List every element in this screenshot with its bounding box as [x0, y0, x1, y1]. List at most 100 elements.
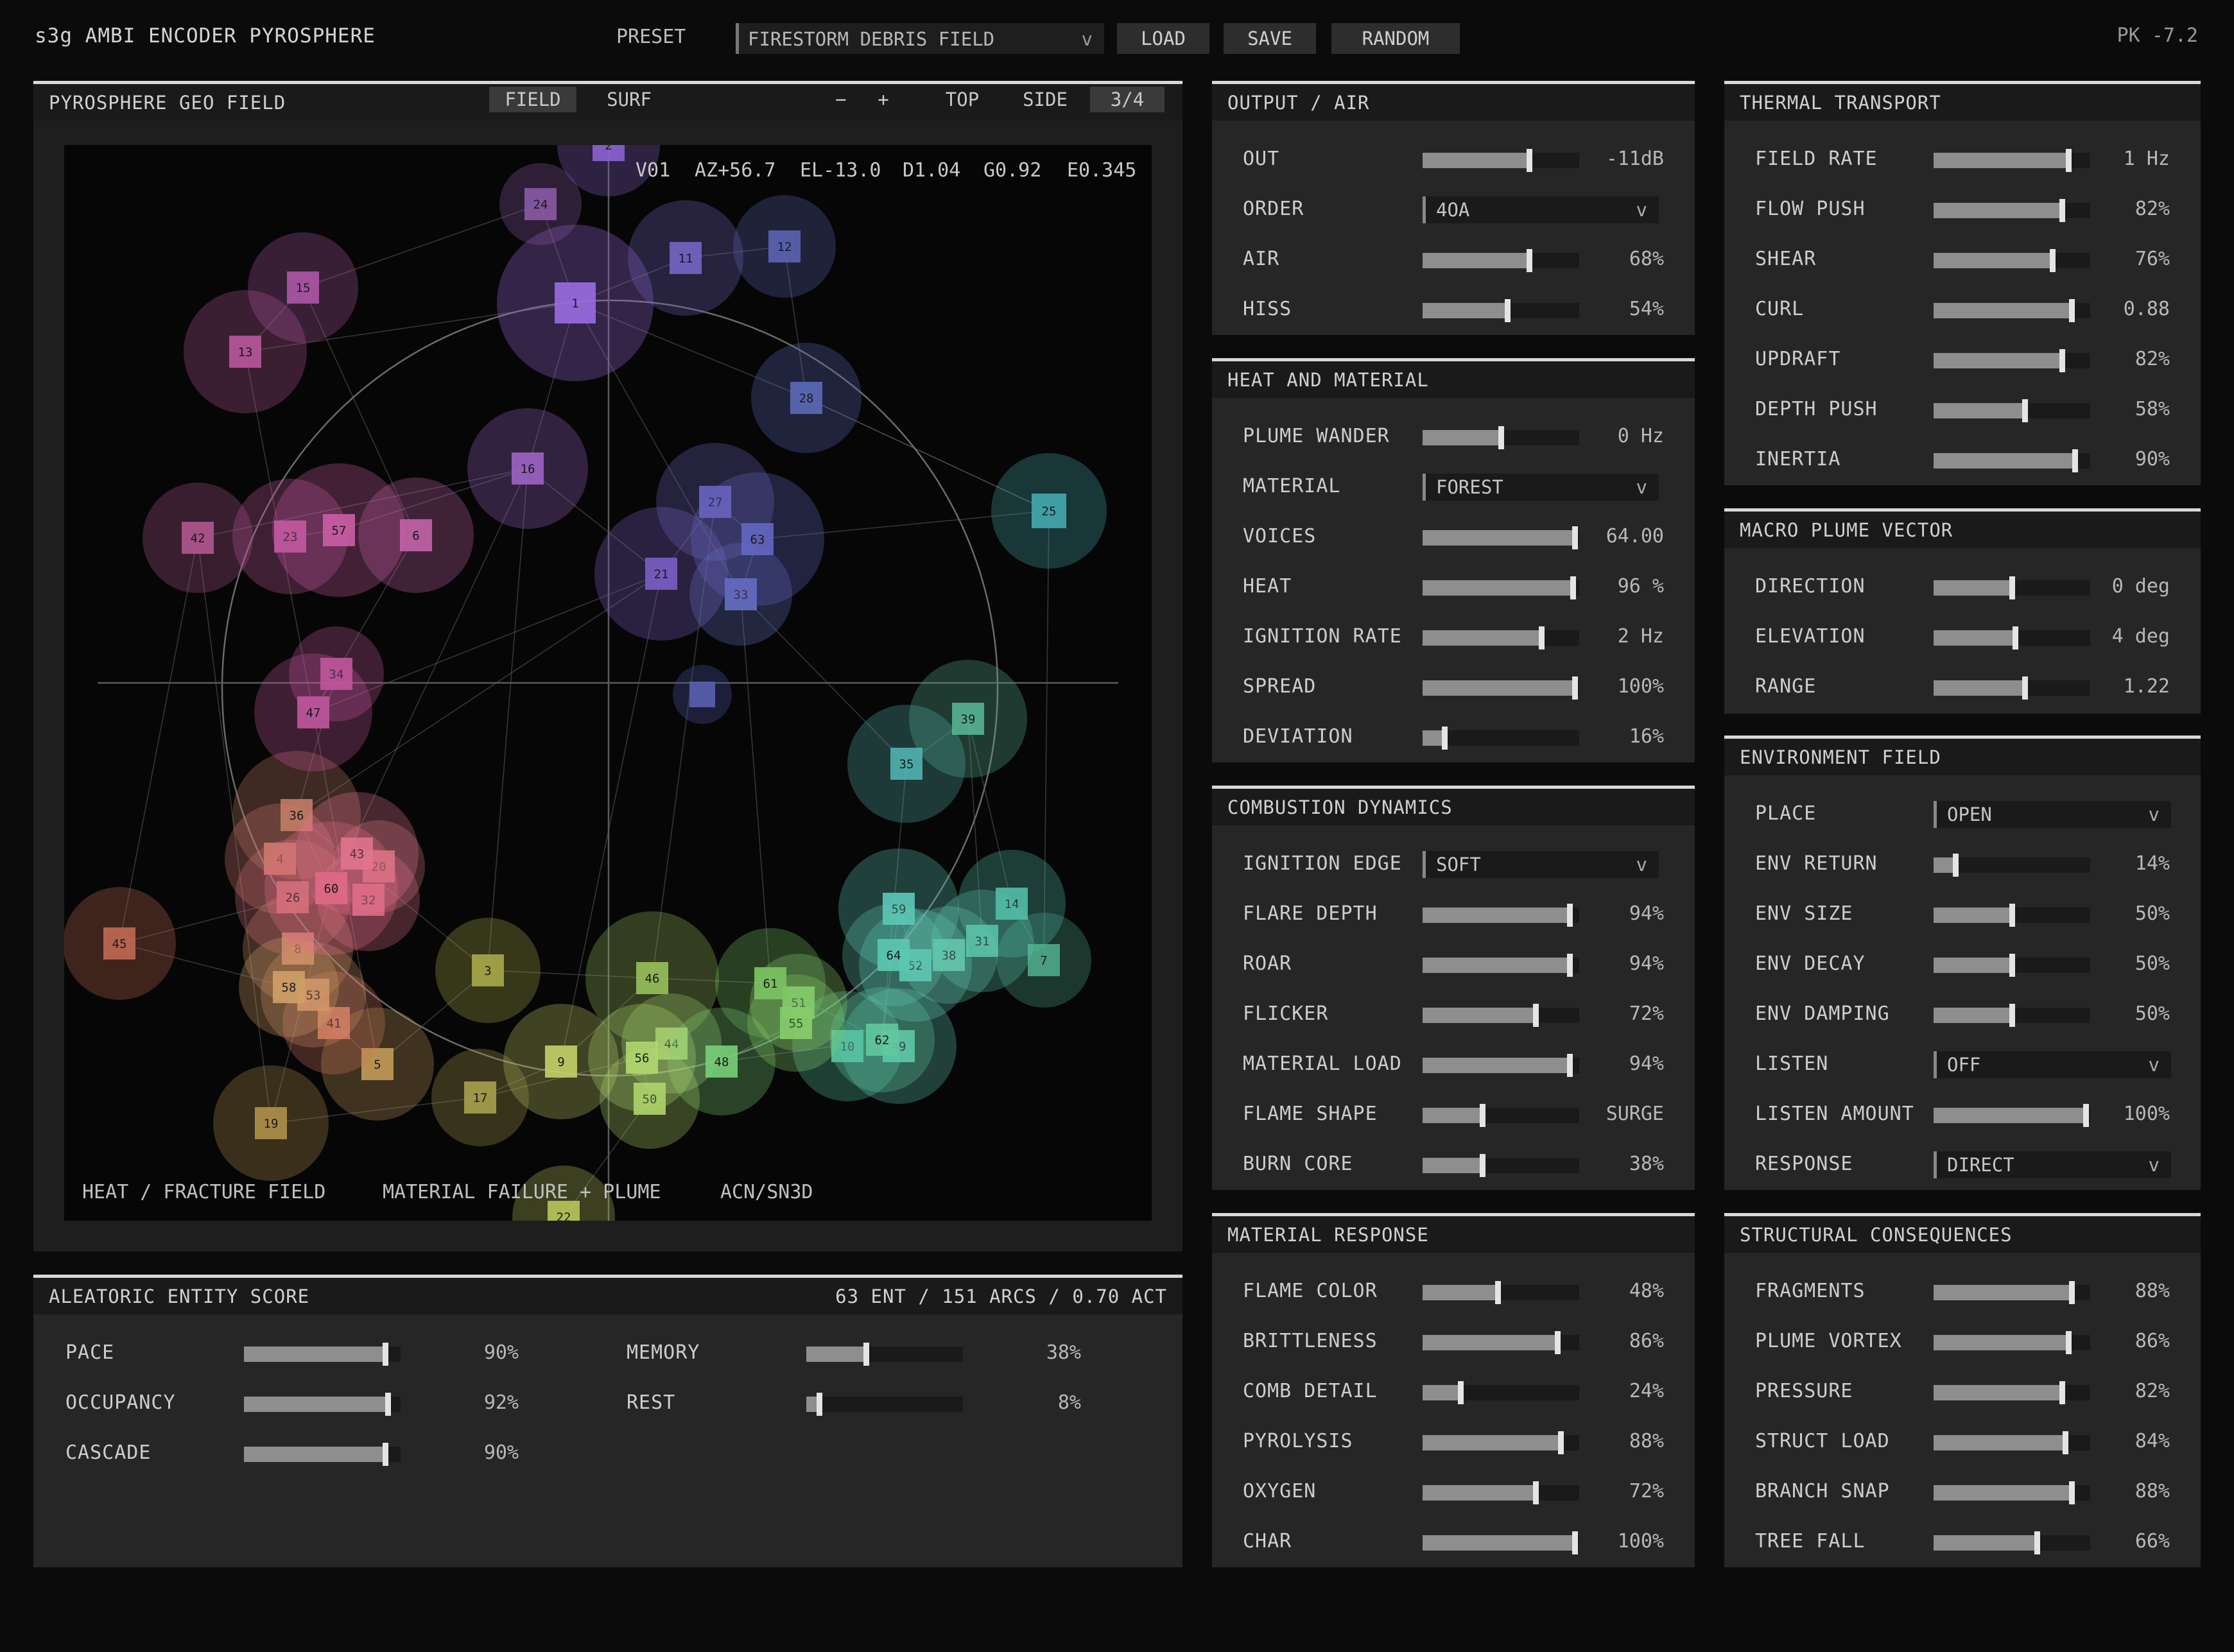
tree-fall-slider[interactable]	[1934, 1531, 2090, 1554]
slider-handle[interactable]	[1526, 249, 1532, 272]
ignition-rate-slider[interactable]	[1423, 626, 1579, 650]
env-damping-slider[interactable]	[1934, 1004, 2090, 1027]
entity-marker[interactable]	[890, 748, 922, 780]
view-side-button[interactable]: SIDE	[1023, 89, 1068, 110]
entity-marker[interactable]	[626, 1042, 658, 1074]
zoom-out-button[interactable]: −	[835, 89, 847, 110]
entity-marker[interactable]	[545, 1045, 577, 1078]
memory-slider[interactable]	[806, 1343, 963, 1366]
entity-64[interactable]: 64	[842, 904, 945, 1006]
inertia-slider[interactable]	[1934, 449, 2090, 472]
mode-surf-button[interactable]: SURF	[607, 89, 652, 110]
slider-handle[interactable]	[1572, 526, 1578, 549]
slider-handle[interactable]	[1495, 1281, 1502, 1304]
spread-slider[interactable]	[1423, 676, 1579, 700]
flicker-slider[interactable]	[1423, 1004, 1579, 1027]
slider-handle[interactable]	[1442, 727, 1448, 750]
entity-17[interactable]: 17	[431, 1049, 529, 1146]
entity-39[interactable]: 39	[909, 660, 1027, 778]
entity-marker[interactable]	[282, 933, 314, 965]
out-slider[interactable]	[1423, 149, 1579, 172]
slider-handle[interactable]	[1504, 299, 1511, 322]
entity-12[interactable]: 12	[733, 195, 836, 298]
entity-marker[interactable]	[741, 523, 774, 555]
fragments-slider[interactable]	[1934, 1281, 2090, 1304]
entity-marker[interactable]	[878, 939, 910, 971]
entity-marker[interactable]	[273, 971, 305, 1003]
entity-marker[interactable]	[634, 1083, 666, 1115]
slider-handle[interactable]	[1572, 1531, 1578, 1554]
slider-handle[interactable]	[2065, 1331, 2072, 1354]
zoom-in-button[interactable]: +	[878, 89, 889, 110]
slider-handle[interactable]	[2009, 1004, 2015, 1027]
entity-marker[interactable]	[996, 888, 1028, 920]
slider-handle[interactable]	[1532, 1481, 1539, 1504]
entity-marker[interactable]	[966, 925, 998, 957]
mode-field-button[interactable]: FIELD	[489, 87, 576, 112]
entity-marker[interactable]	[699, 486, 731, 518]
entity-marker[interactable]	[297, 696, 329, 728]
slider-handle[interactable]	[1572, 676, 1578, 700]
slider-handle[interactable]	[385, 1393, 392, 1416]
entity-9[interactable]: 9	[503, 1004, 619, 1119]
slider-handle[interactable]	[1479, 1104, 1485, 1127]
slider-handle[interactable]	[1532, 1004, 1539, 1027]
slider-handle[interactable]	[1526, 149, 1532, 172]
entity-58[interactable]: 58	[239, 937, 339, 1037]
entity-26[interactable]: 26	[235, 839, 351, 955]
focus-marker[interactable]	[673, 665, 732, 724]
slider-handle[interactable]	[2022, 399, 2028, 422]
elevation-slider[interactable]	[1934, 626, 2090, 650]
entity-47[interactable]: 47	[254, 653, 372, 771]
struct-load-slider[interactable]	[1934, 1431, 2090, 1454]
entity-marker[interactable]	[933, 939, 965, 971]
entity-22[interactable]: 22	[512, 1166, 615, 1221]
order-select[interactable]: 4OA v	[1423, 196, 1659, 223]
entity-marker[interactable]	[287, 271, 319, 304]
entity-marker[interactable]	[790, 382, 822, 414]
entity-marker[interactable]	[320, 658, 352, 690]
entity-45[interactable]: 45	[64, 887, 176, 1000]
flow-push-slider[interactable]	[1934, 199, 2090, 222]
slider-handle[interactable]	[382, 1343, 388, 1366]
entity-16[interactable]: 16	[467, 408, 588, 529]
entity-49[interactable]: 49	[841, 988, 957, 1104]
entity-marker[interactable]	[593, 145, 625, 161]
entity-59[interactable]: 59	[838, 848, 959, 969]
focus-square[interactable]	[689, 682, 715, 707]
entity-1[interactable]: 1	[497, 225, 654, 381]
slider-handle[interactable]	[382, 1443, 388, 1466]
entity-marker[interactable]	[670, 242, 702, 274]
curl-slider[interactable]	[1934, 299, 2090, 322]
cascade-slider[interactable]	[244, 1443, 401, 1466]
entity-36[interactable]: 36	[232, 751, 361, 879]
entity-33[interactable]: 33	[689, 543, 792, 646]
entity-7[interactable]: 7	[996, 913, 1091, 1008]
entity-24[interactable]: 24	[499, 163, 582, 245]
entity-marker[interactable]	[1032, 494, 1066, 528]
preset-select[interactable]: FIRESTORM DEBRIS FIELD v	[736, 23, 1104, 54]
material-load-slider[interactable]	[1423, 1054, 1579, 1077]
entity-marker[interactable]	[524, 188, 557, 220]
entity-6[interactable]: 6	[358, 478, 474, 593]
slider-handle[interactable]	[1953, 854, 1959, 877]
entity-marker[interactable]	[103, 927, 135, 959]
entity-56[interactable]: 56	[588, 1004, 696, 1112]
burn-core-slider[interactable]	[1423, 1154, 1579, 1177]
slider-handle[interactable]	[2009, 954, 2015, 977]
entity-21[interactable]: 21	[594, 507, 728, 641]
roar-slider[interactable]	[1423, 954, 1579, 977]
slider-handle[interactable]	[1479, 1154, 1485, 1177]
rest-slider[interactable]	[806, 1393, 963, 1416]
slider-handle[interactable]	[1498, 426, 1504, 449]
entity-63[interactable]: 63	[691, 472, 824, 606]
response-select[interactable]: DIRECT v	[1934, 1151, 2171, 1178]
flame-color-slider[interactable]	[1423, 1281, 1579, 1304]
geo-field-canvas[interactable]: 1 2 3 4 5 6 7 8 9 10 11 12 13 14 15 16 17 19 20 21 22 23 24 25 2…	[64, 145, 1152, 1221]
entity-marker[interactable]	[1028, 944, 1060, 976]
random-button[interactable]: RANDOM	[1331, 23, 1460, 54]
plume-vortex-slider[interactable]	[1934, 1331, 2090, 1354]
slider-handle[interactable]	[1557, 1431, 1564, 1454]
pressure-slider[interactable]	[1934, 1381, 2090, 1404]
slider-handle[interactable]	[2072, 449, 2078, 472]
